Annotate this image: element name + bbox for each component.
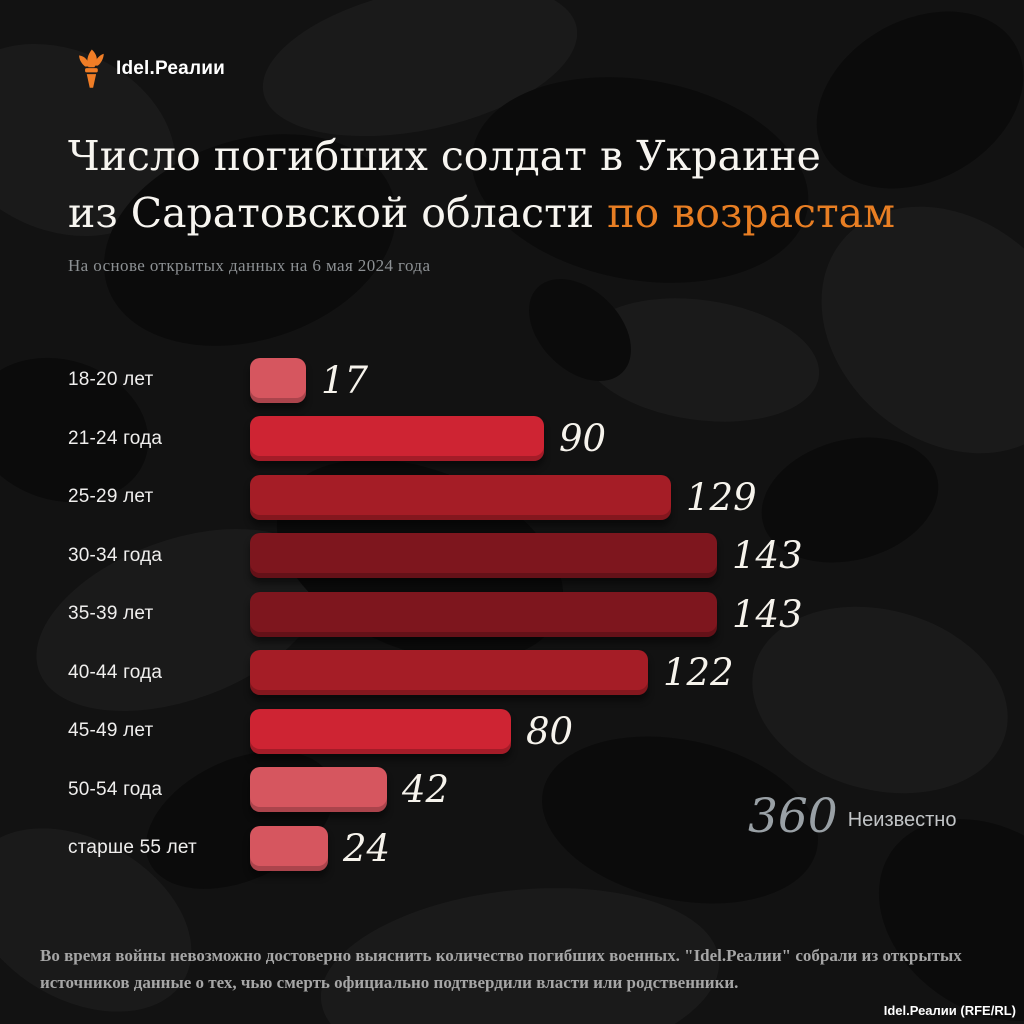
bar-chart: 18-20 лет 17 21-24 года 90 25-29 лет 129 30-34… xyxy=(68,351,968,878)
value-label: 129 xyxy=(686,475,757,519)
category-label: 30-34 года xyxy=(68,544,163,566)
bar xyxy=(250,474,671,520)
unknown-value: 360 xyxy=(748,789,838,844)
title-accent: по возрастам xyxy=(607,189,896,237)
subtitle: На основе открытых данных на 6 мая 2024 … xyxy=(68,256,431,275)
value-label: 42 xyxy=(402,768,450,812)
value-label: 24 xyxy=(343,826,391,870)
credit: Idel.Реалии (RFE/RL) xyxy=(883,1003,1016,1018)
category-label: 25-29 лет xyxy=(68,486,154,508)
category-label: 40-44 года xyxy=(68,661,163,683)
value-label: 143 xyxy=(732,534,803,578)
category-label: 45-49 лет xyxy=(68,720,154,742)
category-label: старше 55 лет xyxy=(68,837,197,859)
bar xyxy=(250,708,511,754)
category-label: 21-24 года xyxy=(68,427,163,449)
chart-row: 30-34 года 143 xyxy=(68,527,968,586)
bar-wrap: 143 xyxy=(250,533,803,579)
bar-wrap: 17 xyxy=(250,357,369,403)
value-label: 143 xyxy=(732,592,803,636)
bar-wrap: 90 xyxy=(250,416,607,462)
title-line2: из Саратовской области xyxy=(68,189,608,237)
chart-row: старше 55 лет 24 xyxy=(68,819,968,878)
value-label: 122 xyxy=(663,651,734,695)
torch-icon xyxy=(79,49,104,88)
bar xyxy=(250,591,717,637)
page-title: Число погибших солдат в Украине из Сарат… xyxy=(68,128,895,242)
bar-wrap: 129 xyxy=(250,474,757,520)
bar xyxy=(250,767,387,813)
title-line1: Число погибших солдат в Украине xyxy=(68,132,821,180)
value-label: 80 xyxy=(526,709,574,753)
category-label: 50-54 года xyxy=(68,778,163,800)
chart-row: 25-29 лет 129 xyxy=(68,468,968,527)
chart-row: 35-39 лет 143 xyxy=(68,585,968,644)
brand-name: Idel.Реалии xyxy=(116,58,225,79)
bar-wrap: 80 xyxy=(250,708,574,754)
chart-row: 45-49 лет 80 xyxy=(68,702,968,761)
unknown-annotation: 360 Неизвестно xyxy=(748,793,956,840)
bar xyxy=(250,416,544,462)
footnote: Во время войны невозможно достоверно выя… xyxy=(40,946,962,992)
bar-wrap: 122 xyxy=(250,650,734,696)
chart-rows: 18-20 лет 17 21-24 года 90 25-29 лет 129 30-34… xyxy=(68,351,968,878)
value-label: 17 xyxy=(321,358,369,402)
bar-wrap: 42 xyxy=(250,767,450,813)
category-label: 18-20 лет xyxy=(68,369,154,391)
chart-row: 21-24 года 90 xyxy=(68,410,968,469)
category-label: 35-39 лет xyxy=(68,603,154,625)
bar-wrap: 24 xyxy=(250,825,391,871)
bar xyxy=(250,650,648,696)
brand-logo: Idel.Реалии xyxy=(74,48,225,90)
bar-wrap: 143 xyxy=(250,591,803,637)
bar xyxy=(250,533,717,579)
chart-row: 50-54 года 42 xyxy=(68,761,968,820)
chart-row: 40-44 года 122 xyxy=(68,644,968,703)
bar xyxy=(250,825,328,871)
bar xyxy=(250,357,306,403)
unknown-label: Неизвестно xyxy=(847,809,957,831)
chart-row: 18-20 лет 17 xyxy=(68,351,968,410)
value-label: 90 xyxy=(559,417,607,461)
